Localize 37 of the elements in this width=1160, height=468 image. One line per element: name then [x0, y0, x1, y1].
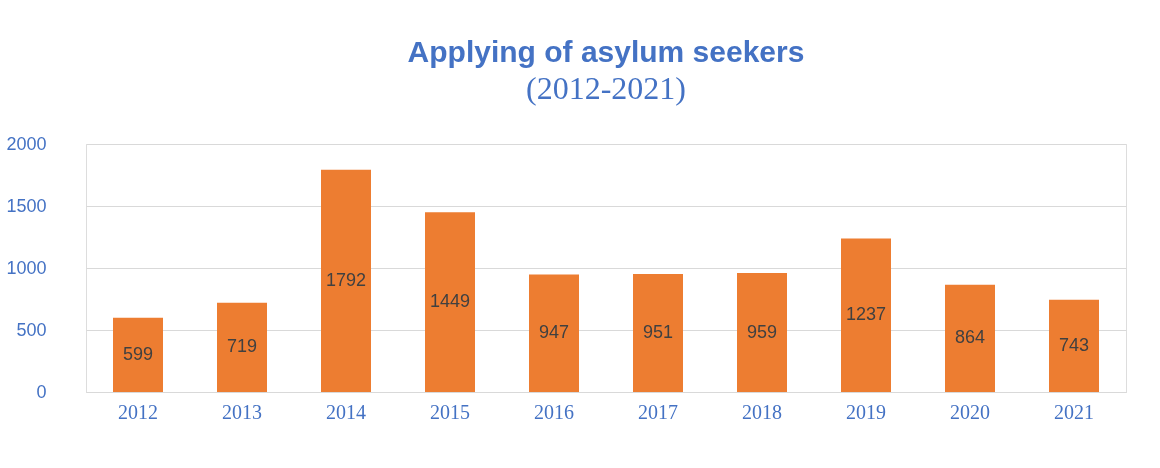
y-tick-label: 2000: [6, 133, 47, 154]
data-label: 719: [226, 336, 258, 357]
bar: [1049, 299, 1099, 392]
x-tick-label: 2015: [430, 400, 470, 423]
data-label: 864: [954, 327, 986, 348]
bar: [841, 238, 891, 392]
data-label: 947: [538, 322, 570, 343]
bar: [945, 284, 995, 392]
x-tick-label: 2018: [742, 400, 782, 423]
data-label: 1237: [845, 304, 887, 325]
x-tick-label: 2019: [846, 400, 886, 423]
bar: [737, 273, 787, 392]
y-tick-label: 1500: [6, 195, 47, 216]
x-tick-label: 2017: [638, 400, 678, 423]
x-tick-label: 2016: [534, 400, 574, 423]
x-tick-label: 2020: [950, 400, 990, 423]
data-label: 599: [122, 343, 154, 364]
bar: [633, 274, 683, 392]
x-tick-label: 2014: [326, 400, 366, 423]
chart-subtitle: (2012-2021): [526, 70, 686, 106]
bar: [425, 212, 475, 392]
bar: [113, 317, 163, 392]
x-tick-label: 2013: [222, 400, 262, 423]
x-tick-label: 2021: [1054, 400, 1094, 423]
x-tick-label: 2012: [118, 400, 158, 423]
bar: [217, 302, 267, 392]
data-label: 743: [1058, 334, 1090, 355]
chart-title: Applying of asylum seekers: [407, 35, 805, 68]
y-tick-label: 0: [36, 381, 47, 402]
bar: [529, 274, 579, 392]
y-tick-label: 500: [16, 319, 47, 340]
data-label: 959: [746, 321, 778, 342]
bar: [321, 169, 371, 392]
data-label: 1449: [429, 291, 471, 312]
data-label: 951: [642, 322, 674, 343]
data-label: 1792: [325, 269, 367, 290]
y-tick-label: 1000: [6, 257, 47, 278]
